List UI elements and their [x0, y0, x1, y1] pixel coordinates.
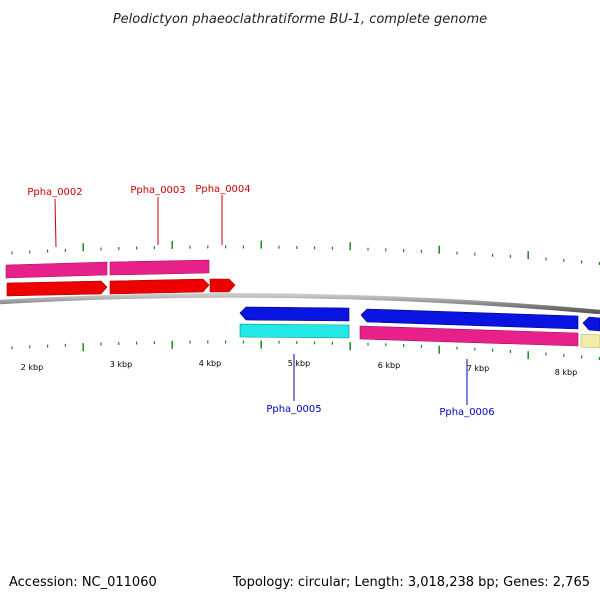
gene-cyan-feature[interactable]: [239, 323, 350, 339]
accession-text: Accession: NC_011060: [9, 575, 157, 590]
gene-ppha-0006-arrow[interactable]: [360, 308, 579, 330]
kbp-label-4: 4 kbp: [199, 359, 221, 368]
gene-red-arrow-1[interactable]: [6, 280, 108, 297]
gene-pink-feature-lower[interactable]: [359, 325, 579, 347]
gene-label-ppha-0006[interactable]: Ppha_0006: [439, 407, 494, 418]
kbp-label-8: 8 kbp: [555, 368, 577, 377]
map-title: Pelodictyon phaeoclathratiforme BU-1, co…: [113, 12, 487, 27]
outer-ticks: [11, 240, 600, 265]
gene-label-ppha-0002[interactable]: Ppha_0002: [27, 187, 82, 198]
gene-red-arrow-3[interactable]: [209, 278, 236, 293]
gene-label-ppha-0004[interactable]: Ppha_0004: [195, 184, 250, 195]
inner-ticks: [11, 340, 600, 360]
leader-ppha-0002: [54, 198, 57, 248]
gene-red-arrow-2[interactable]: [109, 278, 210, 295]
kbp-label-2: 2 kbp: [21, 363, 43, 372]
gene-ppha-0002-feature[interactable]: [5, 261, 108, 279]
kbp-label-3: 3 kbp: [110, 360, 132, 369]
genome-backbone: [0, 293, 600, 315]
gene-label-ppha-0003[interactable]: Ppha_0003: [130, 185, 185, 196]
genome-summary-text: Topology: circular; Length: 3,018,238 bp…: [232, 575, 590, 590]
kbp-label-7: 7 kbp: [467, 364, 489, 373]
gene-ppha-0003-feature[interactable]: [109, 259, 210, 276]
gene-yellow-feature[interactable]: [580, 333, 600, 349]
kbp-label-6: 6 kbp: [378, 361, 400, 370]
gene-blue-arrow-3[interactable]: [582, 316, 600, 332]
gene-label-ppha-0005[interactable]: Ppha_0005: [266, 404, 321, 415]
kbp-label-5: 5 kbp: [288, 359, 310, 368]
gene-ppha-0005-arrow[interactable]: [239, 306, 350, 322]
